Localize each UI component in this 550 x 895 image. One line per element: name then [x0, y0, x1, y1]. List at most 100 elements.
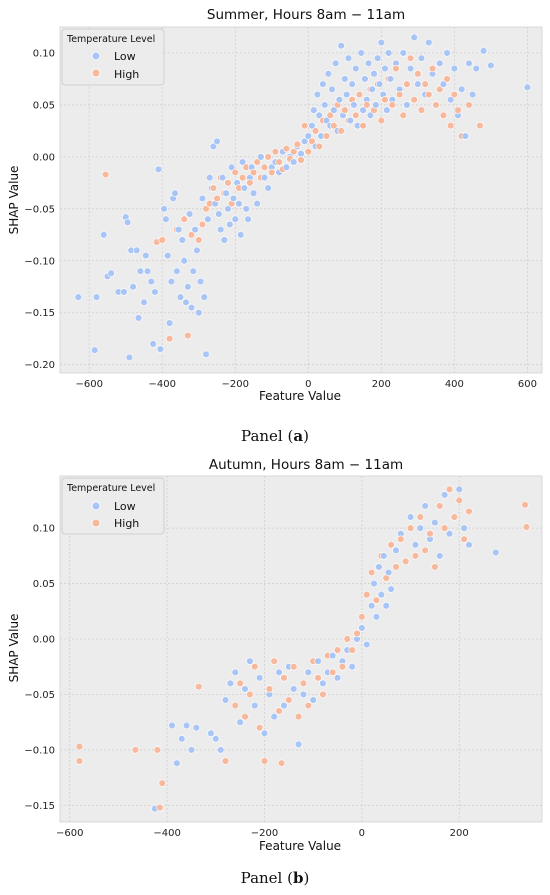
point-high [338, 663, 347, 671]
point-low [450, 64, 459, 73]
point-high [337, 127, 345, 135]
y-tick-label: 0.05 [33, 100, 55, 111]
point-low [165, 319, 174, 327]
point-high [75, 757, 84, 765]
point-high [304, 701, 313, 710]
point-high [241, 712, 249, 721]
y-tick-labels: −0.20 −0.15 −0.10 −0.05 0.00 0.05 0.10 [24, 48, 55, 371]
point-high [297, 156, 305, 164]
x-tick-label: 200 [372, 379, 391, 390]
point-low [328, 651, 337, 660]
point-high [260, 163, 269, 171]
point-low [457, 85, 466, 94]
point-high [289, 663, 298, 671]
point-low [257, 153, 265, 161]
point-low [406, 64, 415, 73]
scatter-points [74, 33, 532, 362]
point-low [309, 696, 317, 704]
point-high [521, 501, 529, 509]
y-axis-label: SHAP Value [7, 614, 21, 683]
point-high [432, 101, 440, 109]
point-low [410, 33, 418, 42]
point-low [167, 277, 176, 286]
chart-title: Autumn, Hours 8am − 11am [209, 457, 403, 473]
point-low [364, 59, 373, 68]
point-low [417, 54, 426, 62]
point-low [204, 215, 212, 223]
point-low [330, 106, 338, 114]
y-tick-label: −0.05 [24, 690, 55, 701]
point-low [162, 215, 170, 223]
point-high [322, 132, 331, 140]
point-high [231, 168, 239, 177]
x-tick-label: −200 [251, 828, 278, 839]
point-low [304, 132, 313, 140]
chart-title: Summer, Hours 8am − 11am [207, 7, 405, 23]
point-high [399, 111, 407, 120]
point-high [158, 236, 166, 244]
point-high [352, 111, 360, 120]
point-low [373, 54, 382, 62]
point-low [375, 563, 383, 571]
point-low [414, 80, 422, 88]
point-high [367, 568, 376, 577]
point-high [355, 90, 364, 99]
point-high [265, 685, 274, 693]
point-low [260, 173, 269, 182]
point-high [253, 158, 261, 166]
point-low [200, 293, 208, 301]
x-tick-label: 400 [445, 379, 464, 390]
point-low [191, 225, 199, 234]
point-low [299, 690, 308, 699]
point-low [294, 740, 303, 749]
point-low [242, 205, 250, 213]
point-low [195, 309, 203, 317]
point-high [341, 106, 349, 114]
point-low [461, 132, 470, 140]
legend-marker-high [91, 68, 101, 78]
point-high [282, 144, 291, 153]
point-high [447, 122, 455, 130]
point-low [346, 116, 354, 125]
point-low [196, 277, 205, 286]
legend: Temperature Level Low High [61, 28, 165, 86]
point-high [410, 96, 418, 104]
point-low [249, 189, 258, 197]
point-high [280, 674, 288, 682]
point-low [216, 746, 225, 754]
point-low [107, 269, 115, 277]
point-low [319, 679, 327, 688]
point-high [314, 674, 322, 682]
point-low [328, 85, 336, 94]
point-high [224, 179, 232, 187]
point-low [372, 613, 381, 621]
point-high [372, 596, 381, 604]
point-high [308, 137, 316, 145]
point-high [465, 507, 473, 516]
x-axis-label: Feature Value [259, 389, 341, 403]
point-low [358, 624, 366, 632]
point-high [101, 170, 110, 179]
point-high [401, 557, 410, 566]
point-low [436, 552, 444, 560]
point-high [450, 513, 459, 521]
point-high [238, 173, 247, 182]
panel-a: Summer, Hours 8am − 11am −0.20 −0.15 −0.10… [7, 7, 543, 445]
point-low [350, 101, 358, 109]
x-tick-labels: −600 −400 −200 0 200 [56, 828, 469, 839]
legend-marker-low [91, 501, 101, 511]
point-low [154, 165, 163, 174]
point-low [193, 246, 201, 255]
point-low [361, 75, 369, 83]
panel-caption: Panel (b) [241, 869, 310, 887]
point-low [289, 685, 298, 693]
point-low [226, 220, 234, 229]
point-low [487, 61, 495, 70]
x-tick-label: −600 [75, 379, 102, 390]
panel-b: Autumn, Hours 8am − 11am −0.15 −0.10 −0.05… [7, 457, 543, 887]
point-low [270, 712, 278, 721]
point-low [143, 267, 152, 275]
point-low [411, 541, 420, 549]
point-low [363, 640, 371, 649]
